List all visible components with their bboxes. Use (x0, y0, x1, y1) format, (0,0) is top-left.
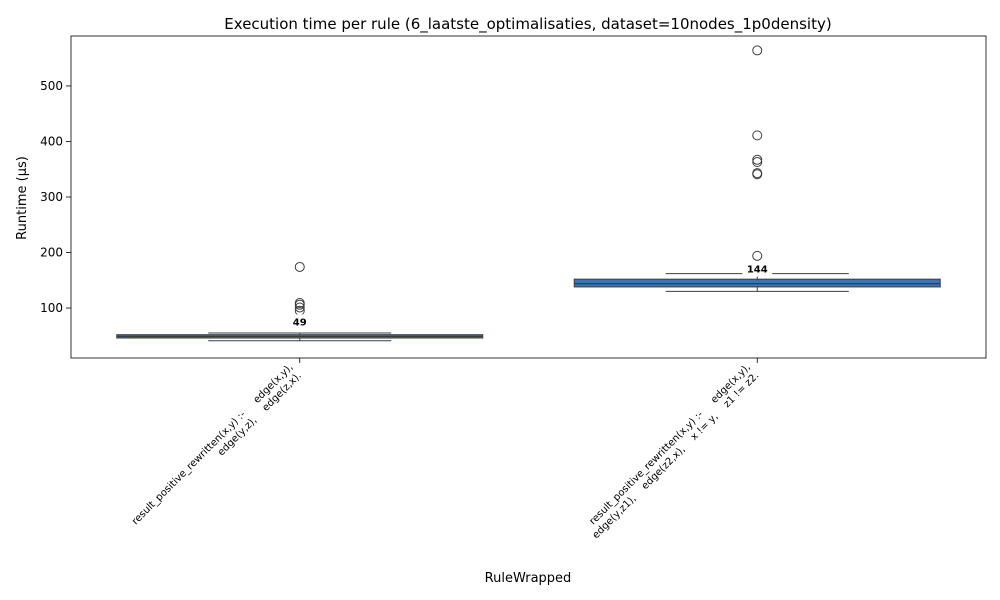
y-tick-label-3: 400 (40, 134, 63, 148)
x-tick-label-0: result_positive_rewritten(x,y) :- edge(x… (130, 362, 304, 527)
x-tick-label-line: result_positive_rewritten(x,y) :- edge(x… (130, 362, 295, 527)
plot-frame (70, 35, 987, 359)
outlier-point (294, 261, 305, 272)
box-group-1: 144 (573, 45, 941, 292)
y-tick-label-0: 100 (40, 301, 63, 315)
y-axis-ticks: 100 200 300 400 500 (40, 79, 71, 315)
box-group-0: 49 (116, 261, 484, 342)
median-label: 144 (747, 265, 768, 276)
x-tick-label-line: edge(y,z1), edge(z2,x), x != y, z1 != z2… (591, 370, 762, 541)
boxes-layer: 49 144 (116, 45, 941, 342)
outlier-point (752, 130, 763, 141)
outlier-point (752, 157, 763, 168)
median-label-bg (284, 314, 315, 330)
outlier-point (752, 250, 763, 261)
x-tick-label-line: result_positive_rewritten(x,y) :- edge(x… (588, 362, 753, 527)
x-axis-label: RuleWrapped (485, 571, 572, 586)
x-tick-label-1: result_positive_rewritten(x,y) :- edge(x… (588, 362, 762, 541)
x-axis-ticks: result_positive_rewritten(x,y) :- edge(x… (130, 358, 761, 541)
median-label: 49 (293, 317, 307, 328)
median-label-bg (742, 261, 773, 277)
outlier-point (294, 298, 305, 309)
y-axis-label: Runtime (µs) (15, 156, 30, 240)
outlier-point (752, 168, 763, 179)
y-tick-label-2: 300 (40, 190, 63, 204)
chart-title: Execution time per rule (6_laatste_optim… (224, 15, 831, 34)
y-tick-label-1: 200 (40, 246, 63, 260)
outlier-point (752, 45, 763, 56)
y-tick-label-4: 500 (40, 79, 63, 93)
outlier-point (752, 154, 763, 165)
outlier-point (294, 302, 305, 313)
x-tick-label-line: edge(y,z), edge(z,x). (216, 370, 304, 458)
